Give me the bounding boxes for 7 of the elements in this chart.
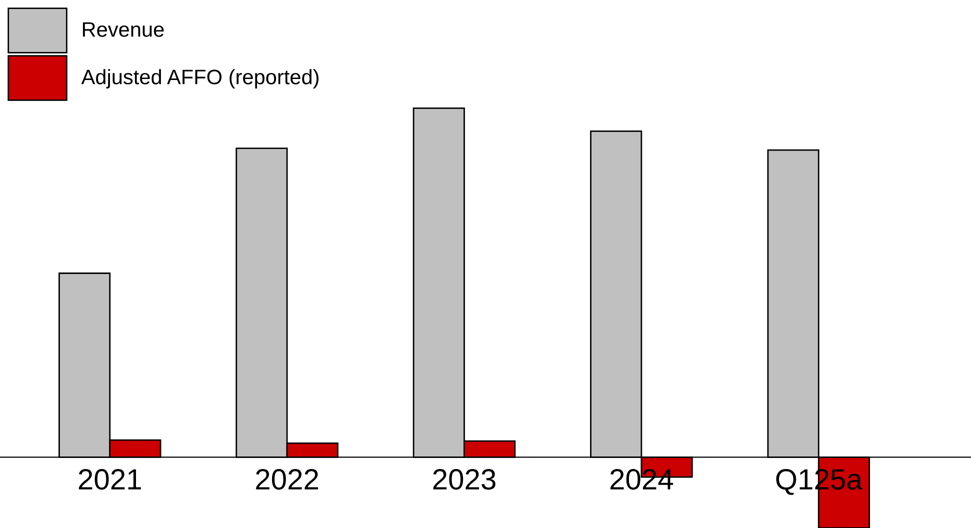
x-tick-label: 2023	[433, 469, 496, 490]
x-tick-label: 2022	[256, 469, 318, 490]
x-tick-label: 2021	[78, 469, 141, 490]
x-tick-label: Q125a	[776, 469, 862, 495]
legend-label: Adjusted AFFO (reported)	[81, 69, 318, 88]
legend-label: Revenue	[82, 22, 164, 37]
x-tick-label: 2024	[610, 469, 674, 490]
